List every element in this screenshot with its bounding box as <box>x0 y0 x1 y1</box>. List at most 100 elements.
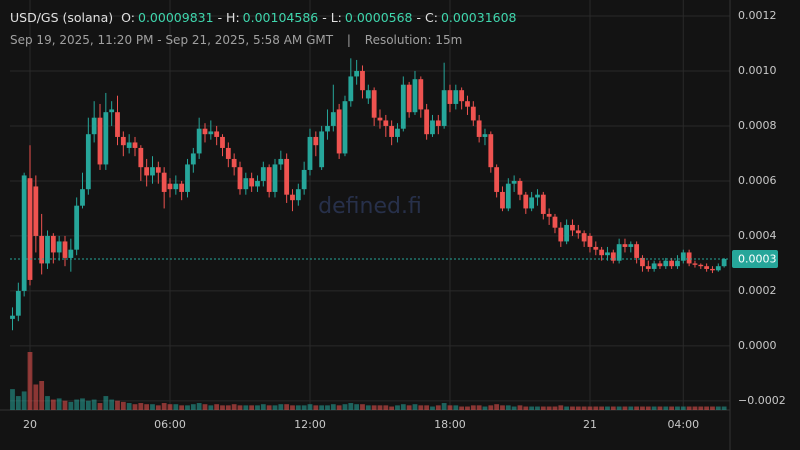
summary-value: 0.0000568 <box>344 10 413 25</box>
y-tick-label: 0.0010 <box>738 64 777 77</box>
candle-body <box>272 164 278 192</box>
candle-body <box>290 194 295 201</box>
candle-body <box>540 194 546 214</box>
candle-body <box>505 183 511 209</box>
candle-body <box>651 263 657 269</box>
candle-body <box>80 189 85 206</box>
volume-bar <box>307 404 313 410</box>
candle-body <box>260 167 266 181</box>
candle-body <box>371 90 377 118</box>
x-tick-label: 20 <box>23 418 37 431</box>
candle-body <box>698 264 704 267</box>
volume-bar <box>330 404 336 410</box>
candle-body <box>173 183 179 190</box>
volume-bar <box>657 406 663 410</box>
y-tick-label: 0.0000 <box>738 339 777 352</box>
candle-body <box>91 117 97 135</box>
volume-bar <box>587 406 593 410</box>
candle-body <box>575 230 581 234</box>
date-range: Sep 19, 2025, 11:20 PM - Sep 21, 2025, 5… <box>10 33 334 47</box>
candle-body <box>103 112 109 165</box>
candle-body <box>587 235 593 247</box>
pair-title: USD/GS (solana) <box>10 10 114 25</box>
separator: | <box>346 33 351 47</box>
volume-bar <box>494 404 500 410</box>
volume-bar <box>511 406 517 410</box>
volume-bar <box>80 398 85 410</box>
candle-body <box>109 109 115 113</box>
candle-body <box>138 147 144 168</box>
candle-body <box>33 186 39 236</box>
candle-body <box>640 257 645 267</box>
candle-body <box>645 266 651 269</box>
volume-bar <box>546 406 552 410</box>
candle-body <box>56 241 62 253</box>
volume-bar <box>663 406 669 410</box>
summary-label: - C: <box>416 10 438 25</box>
volume-bar <box>634 406 640 410</box>
candle-body <box>488 134 494 168</box>
candle-body <box>581 233 587 242</box>
candle-body <box>669 260 675 267</box>
candle-body <box>313 136 319 146</box>
candle-body <box>220 136 225 148</box>
volume-bar <box>505 405 511 410</box>
volume-bar <box>430 406 435 410</box>
candle-body <box>523 194 529 209</box>
volume-bar <box>640 406 645 410</box>
candle-body <box>482 134 488 137</box>
volume-bar <box>74 399 80 410</box>
candle-body <box>476 120 482 137</box>
volume-bar <box>91 399 97 410</box>
volume-bar <box>721 406 727 410</box>
candle-body <box>686 252 692 264</box>
volume-bar <box>56 398 62 410</box>
volume-bar <box>570 406 575 410</box>
header: USD/GS (solana) O: 0.00009831- H: 0.0010458… <box>10 10 517 25</box>
volume-bar <box>476 405 482 410</box>
candle-body <box>190 153 196 165</box>
volume-bar <box>710 406 715 410</box>
candle-body <box>517 180 523 195</box>
y-tick-label: −0.0002 <box>738 394 786 407</box>
volume-bar <box>313 405 319 410</box>
volume-bar <box>225 405 231 410</box>
volume-bar <box>325 405 330 410</box>
volume-bar <box>698 406 704 410</box>
volume-bar <box>406 405 412 410</box>
summary-value: 0.00009831 <box>138 10 214 25</box>
volume-bar <box>377 405 383 410</box>
volume-bar <box>424 405 430 410</box>
candle-body <box>692 263 698 265</box>
volume-bar <box>220 405 225 410</box>
volume-bar <box>529 406 535 410</box>
volume-bar <box>115 400 120 410</box>
volume-bar <box>109 399 115 410</box>
candle-body <box>424 109 430 135</box>
volume-bar <box>290 405 295 410</box>
volume-bar <box>249 405 255 410</box>
candle-body <box>336 109 342 154</box>
y-tick-label: 0.0002 <box>738 284 777 297</box>
candle-body <box>657 263 663 267</box>
candle-body <box>231 158 237 168</box>
volume-bar <box>196 403 202 410</box>
candle-body <box>161 172 167 192</box>
candle-body <box>535 194 540 198</box>
volume-bar <box>651 406 657 410</box>
candle-body <box>395 128 400 137</box>
volume-bar <box>120 401 126 410</box>
volume-bar <box>412 404 418 410</box>
volume-bar <box>336 405 342 410</box>
candle-body <box>453 90 459 104</box>
candle-body <box>383 120 389 126</box>
candle-body <box>243 178 249 190</box>
candle-body <box>459 90 465 102</box>
resolution[interactable]: Resolution: 15m <box>364 33 463 47</box>
candle-body <box>593 246 599 250</box>
candle-body <box>295 189 301 201</box>
volume-bar <box>675 406 680 410</box>
volume-bar <box>599 406 605 410</box>
y-tick-label: 0.0006 <box>738 174 777 187</box>
